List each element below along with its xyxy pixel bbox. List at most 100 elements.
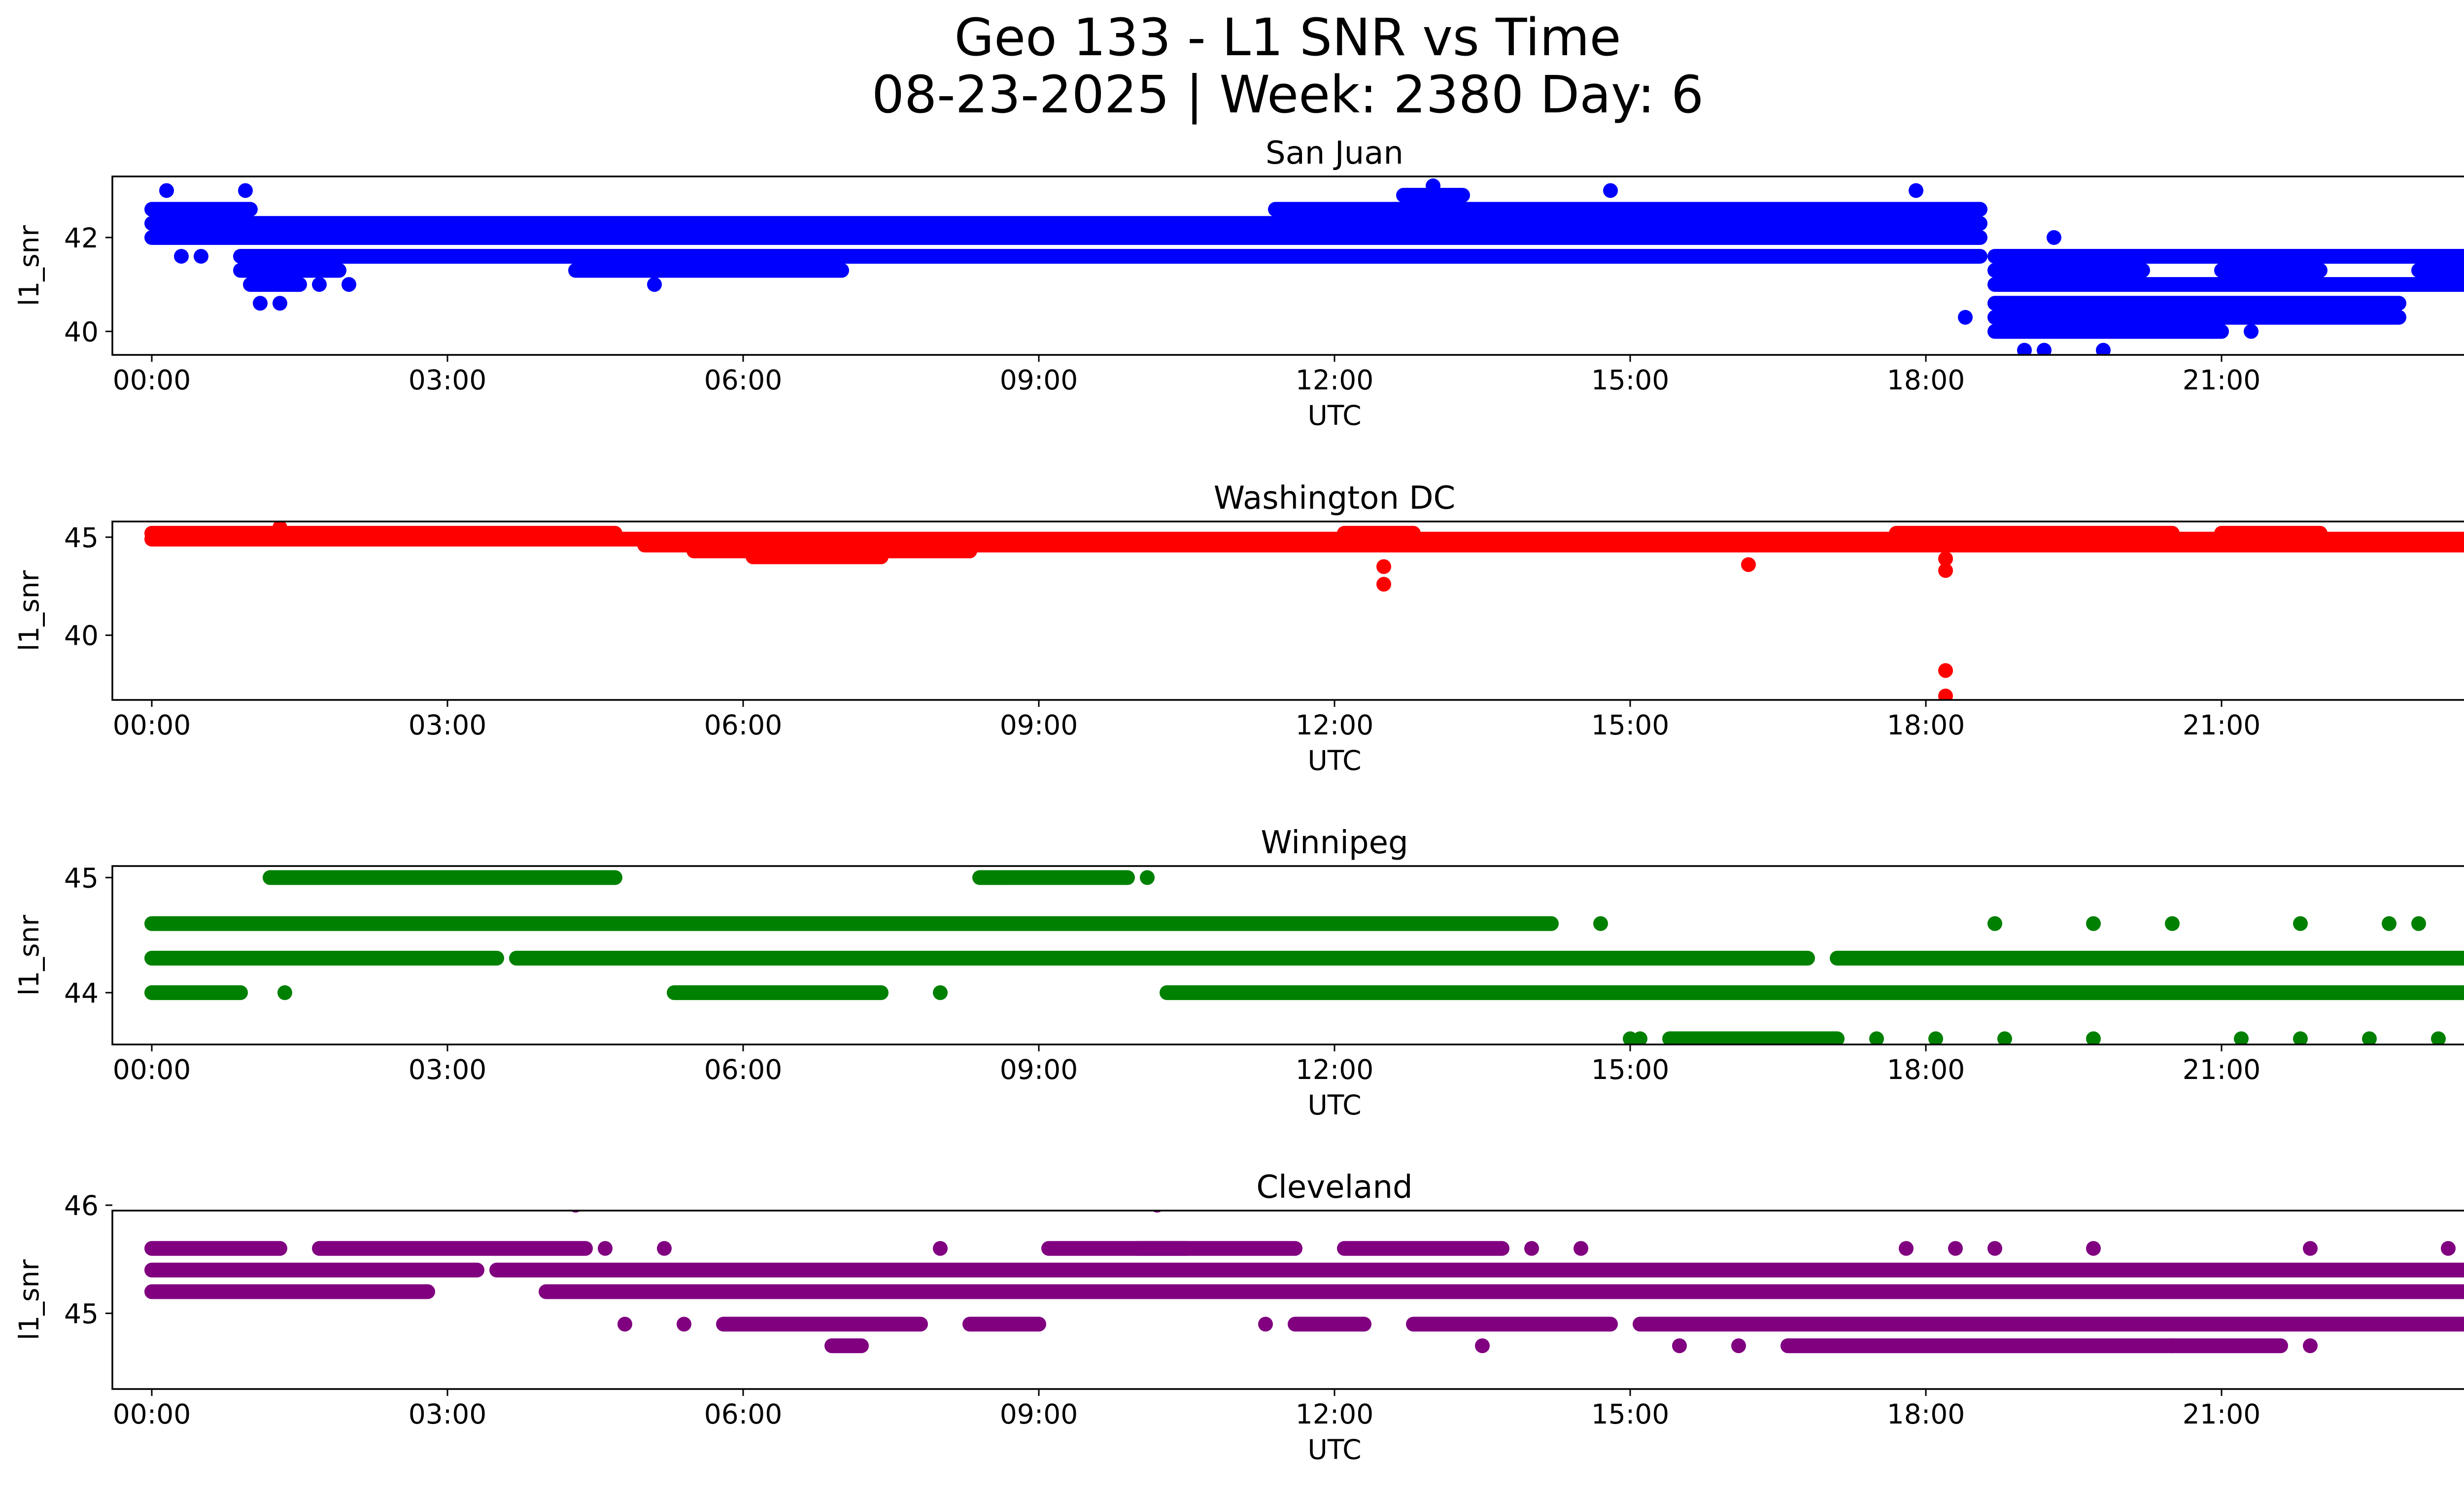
x-tick-label: 09:00 bbox=[1000, 1398, 1078, 1430]
x-tick-label: 09:00 bbox=[1000, 709, 1078, 741]
data-points bbox=[144, 522, 2464, 700]
data-point bbox=[342, 277, 356, 292]
data-point bbox=[2441, 1241, 2456, 1256]
data-point bbox=[2411, 916, 2426, 931]
data-point bbox=[1909, 183, 1923, 198]
data-point bbox=[253, 296, 268, 311]
x-axis-label: UTC bbox=[1307, 1089, 1361, 1121]
data-point bbox=[1731, 1338, 1746, 1354]
data-point bbox=[933, 1241, 948, 1256]
x-tick-label: 18:00 bbox=[1887, 709, 1965, 741]
x-tick-label: 00:00 bbox=[113, 1398, 191, 1430]
data-point bbox=[273, 522, 287, 535]
y-tick-label: 45 bbox=[64, 1298, 99, 1329]
x-tick-label: 06:00 bbox=[704, 709, 783, 741]
data-point bbox=[2234, 1031, 2249, 1044]
data-point bbox=[1258, 1317, 1273, 1332]
subplot-washington-dc: Washington DC 00:00 03:00 06:00 09:00 12:00 15… bbox=[13, 480, 2464, 776]
data-point bbox=[2293, 916, 2308, 931]
data-point bbox=[1426, 178, 1440, 194]
data-point bbox=[1475, 1338, 1490, 1354]
data-point bbox=[194, 248, 208, 264]
x-tick-label: 06:00 bbox=[704, 364, 783, 396]
data-point bbox=[598, 1241, 613, 1256]
data-point bbox=[2165, 916, 2180, 931]
y-tick-label: 40 bbox=[64, 316, 99, 348]
y-tick-label: 40 bbox=[64, 620, 99, 652]
data-point bbox=[1958, 310, 1973, 325]
data-point bbox=[1376, 577, 1391, 592]
data-point bbox=[1524, 1241, 1539, 1256]
x-tick-label: 12:00 bbox=[1296, 1054, 1374, 1085]
y-tick-label: 44 bbox=[64, 977, 99, 1009]
x-tick-label: 03:00 bbox=[409, 364, 487, 396]
data-point bbox=[1928, 1031, 1943, 1044]
figure-title-line-1: Geo 133 - L1 SNR vs Time bbox=[954, 7, 1621, 68]
data-point bbox=[1603, 183, 1618, 198]
data-points bbox=[144, 178, 2464, 355]
x-tick-label: 21:00 bbox=[2183, 364, 2261, 396]
subplot-title: Winnipeg bbox=[1261, 825, 1408, 861]
data-point bbox=[1997, 1031, 2012, 1044]
data-point bbox=[1376, 559, 1391, 574]
data-point bbox=[273, 296, 287, 311]
data-point bbox=[2086, 916, 2101, 931]
x-tick-label: 18:00 bbox=[1887, 364, 1965, 396]
data-point bbox=[647, 277, 662, 292]
data-point bbox=[657, 1241, 672, 1256]
data-point bbox=[1938, 563, 1953, 578]
data-point bbox=[2431, 1031, 2446, 1044]
data-point bbox=[2362, 1031, 2377, 1044]
x-tick-label: 03:00 bbox=[409, 1054, 487, 1085]
x-axis-label: UTC bbox=[1307, 745, 1361, 776]
x-axis-label: UTC bbox=[1307, 1434, 1361, 1465]
data-point bbox=[1899, 1241, 1914, 1256]
x-tick-label: 00:00 bbox=[113, 364, 191, 396]
x-tick-label: 21:00 bbox=[2183, 709, 2261, 741]
data-point bbox=[933, 985, 948, 1000]
data-point bbox=[677, 1317, 691, 1332]
x-tick-label: 09:00 bbox=[1000, 364, 1078, 396]
x-tick-label: 03:00 bbox=[409, 709, 487, 741]
y-axis-label: l1_snr bbox=[13, 915, 45, 996]
data-point bbox=[2066, 248, 2081, 264]
data-point bbox=[2037, 343, 2052, 355]
x-tick-label: 12:00 bbox=[1296, 709, 1374, 741]
subplot-title: San Juan bbox=[1266, 135, 1403, 172]
x-tick-label: 15:00 bbox=[1591, 364, 1670, 396]
x-tick-label: 00:00 bbox=[113, 709, 191, 741]
data-point bbox=[2086, 1241, 2101, 1256]
x-tick-label: 15:00 bbox=[1591, 709, 1670, 741]
data-point bbox=[312, 277, 327, 292]
data-point bbox=[1633, 1031, 1647, 1044]
data-point bbox=[1987, 916, 2002, 931]
data-point bbox=[2017, 343, 2032, 355]
data-point bbox=[1938, 689, 1953, 700]
data-point bbox=[617, 1317, 632, 1332]
x-tick-label: 21:00 bbox=[2183, 1054, 2261, 1085]
data-point bbox=[238, 183, 253, 198]
data-point bbox=[1140, 870, 1155, 885]
data-point bbox=[2293, 1031, 2308, 1044]
x-tick-label: 15:00 bbox=[1591, 1054, 1670, 1085]
data-point bbox=[159, 183, 174, 198]
x-tick-label: 12:00 bbox=[1296, 1398, 1374, 1430]
data-point bbox=[1869, 1031, 1884, 1044]
x-tick-label: 18:00 bbox=[1887, 1398, 1965, 1430]
data-point bbox=[2086, 1031, 2101, 1044]
data-point bbox=[1938, 551, 1953, 566]
y-axis-label: l1_snr bbox=[13, 225, 45, 306]
x-tick-label: 06:00 bbox=[704, 1054, 783, 1085]
x-tick-label: 21:00 bbox=[2183, 1398, 2261, 1430]
x-tick-label: 18:00 bbox=[1887, 1054, 1965, 1085]
data-point bbox=[2204, 324, 2219, 339]
subplots: San Juan 00:00 03:00 06:00 09:00 12:00 15:00 18… bbox=[13, 135, 2464, 1465]
data-point bbox=[2303, 1338, 2318, 1354]
y-axis-label: l1_snr bbox=[13, 570, 45, 651]
data-point bbox=[2382, 916, 2396, 931]
data-point bbox=[1741, 557, 1756, 572]
data-point bbox=[1987, 1241, 2002, 1256]
x-tick-label: 06:00 bbox=[704, 1398, 783, 1430]
subplot-title: Cleveland bbox=[1256, 1169, 1412, 1206]
